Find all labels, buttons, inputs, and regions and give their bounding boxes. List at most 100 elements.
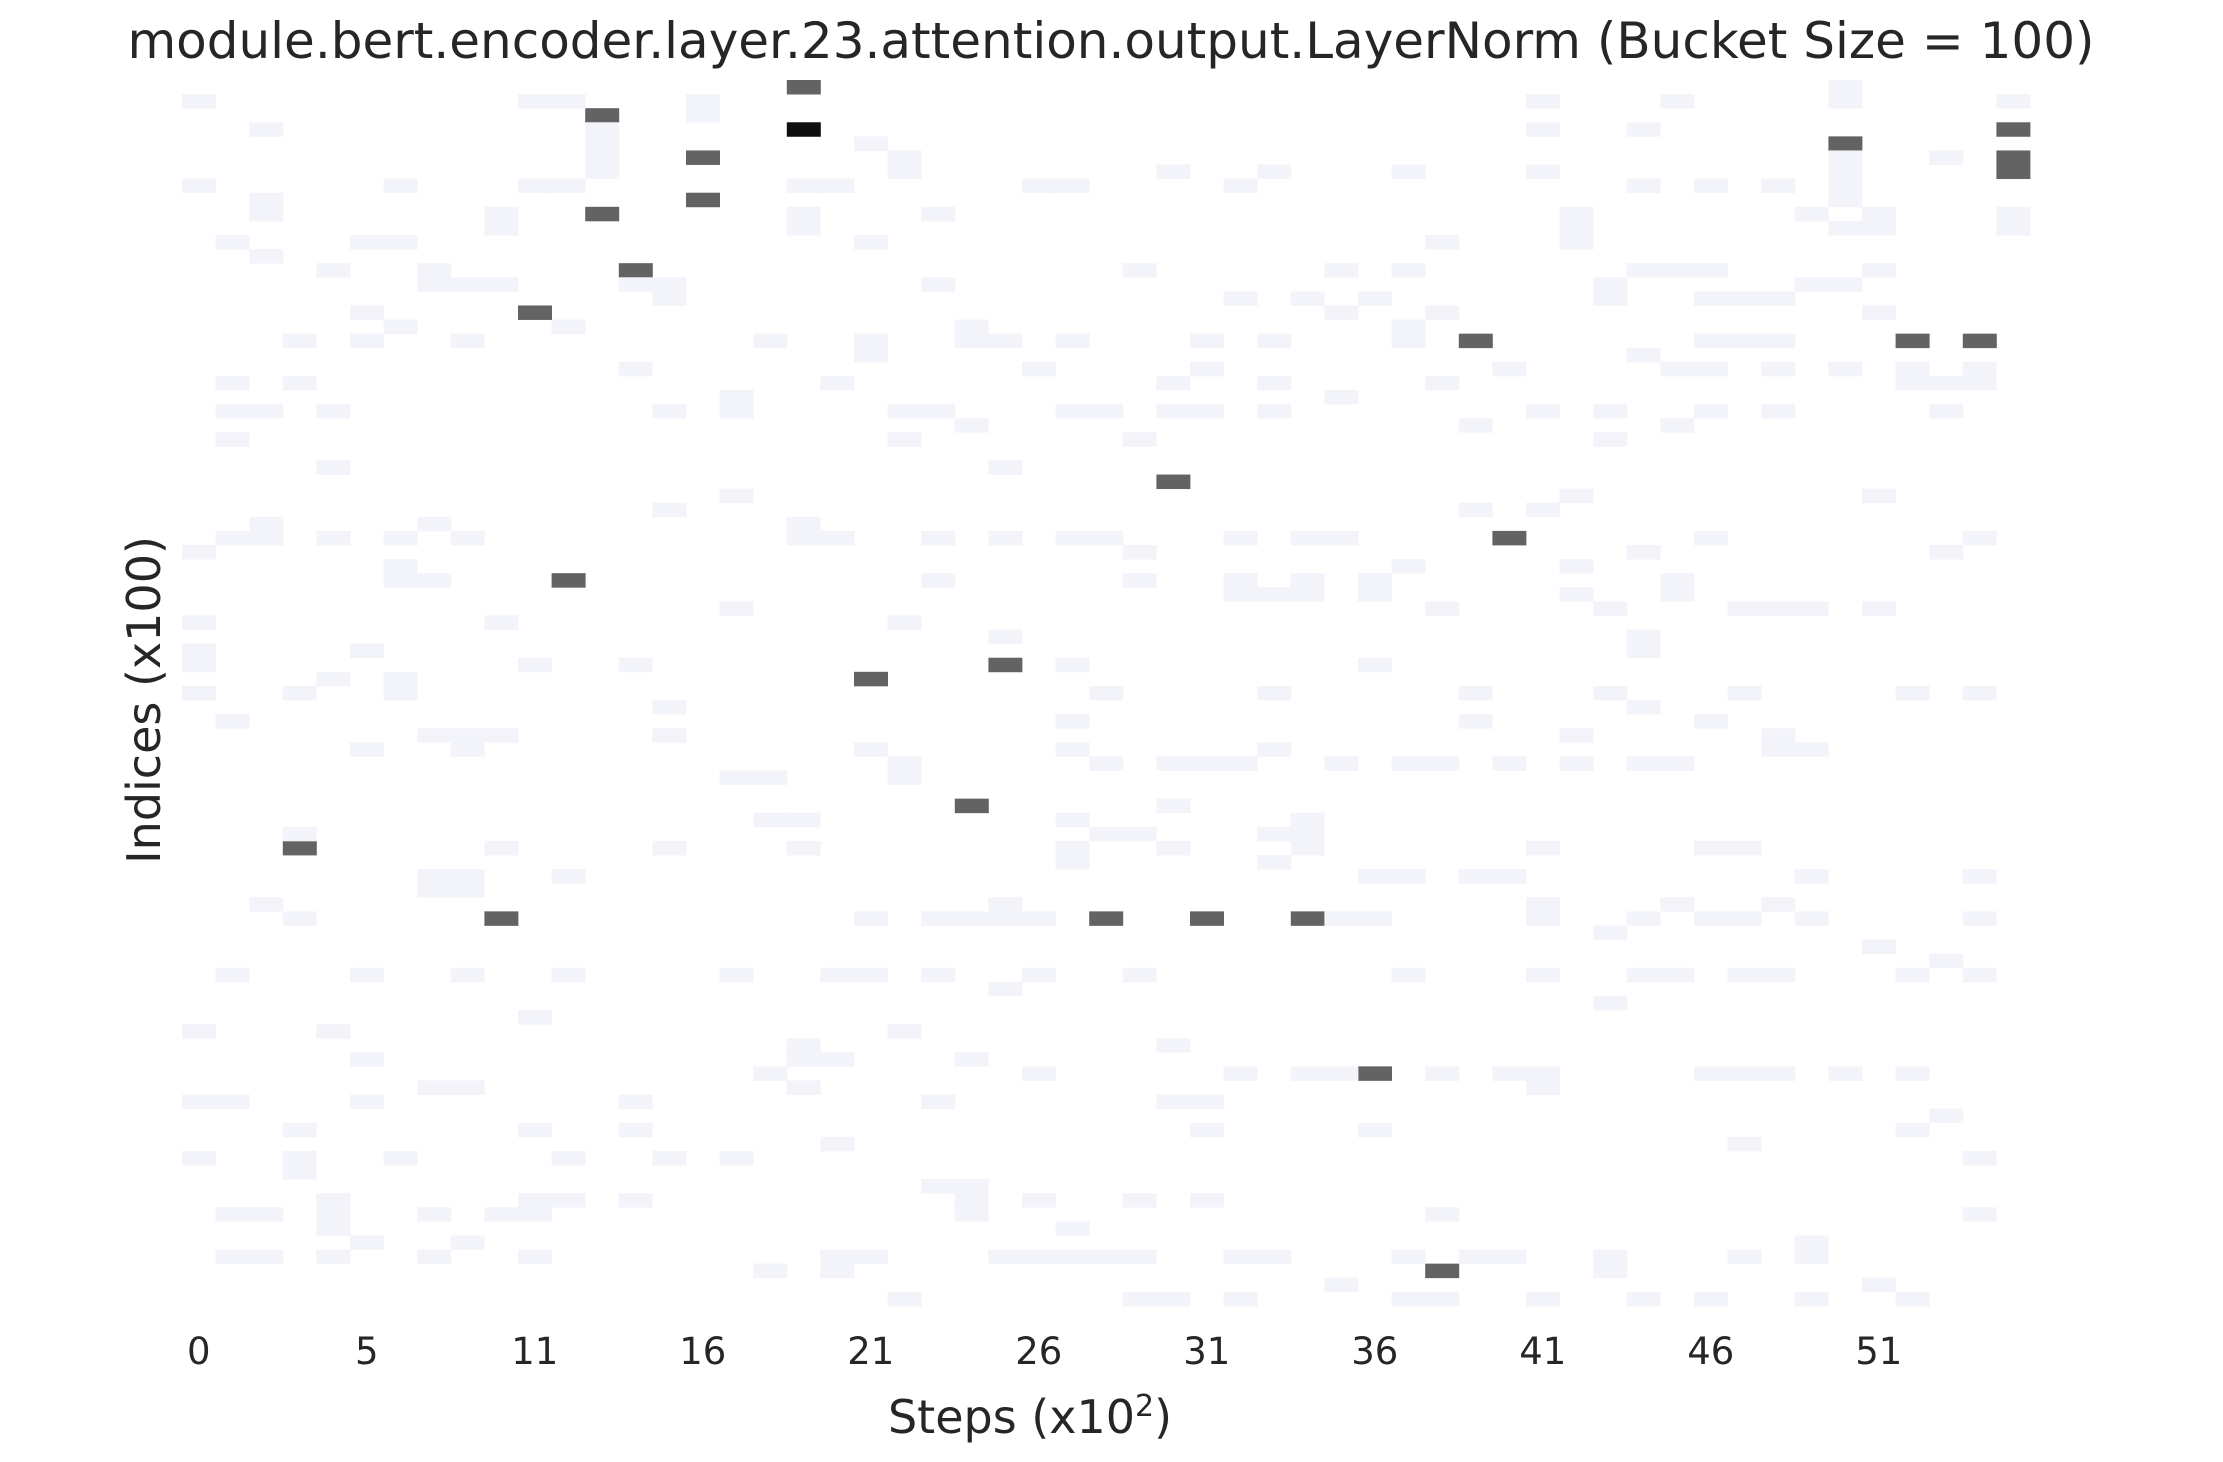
heatmap-cell-low [215, 1094, 250, 1110]
heatmap-cell-low [854, 235, 888, 250]
heatmap-cell-low [1996, 206, 2031, 222]
heatmap-cell-low [215, 235, 250, 250]
heatmap-cell-low [854, 911, 888, 926]
heatmap-cell-low [1290, 291, 1325, 306]
heatmap-cell-low [1794, 911, 1829, 926]
heatmap-cell-low [1122, 826, 1157, 842]
heatmap-cell-low [1593, 1249, 1628, 1265]
heatmap-cell-low [1358, 1122, 1392, 1138]
heatmap-cell-low [988, 1249, 1023, 1265]
heatmap-cell-low [618, 657, 653, 673]
heatmap-cell-high [1358, 1066, 1392, 1081]
x-tick-label: 21 [847, 1330, 894, 1373]
heatmap-cell-low [1122, 1193, 1157, 1208]
heatmap-cell-low [1761, 601, 1796, 616]
heatmap-cell-low [988, 629, 1023, 645]
heatmap-cell-low [786, 1052, 821, 1067]
heatmap-cell-low [1223, 530, 1258, 546]
heatmap-cell-low [1626, 967, 1661, 983]
heatmap-cell-low [1794, 277, 1829, 292]
heatmap-cell-low [887, 432, 922, 447]
heatmap-cell-high [551, 573, 586, 588]
heatmap-cell-low [1089, 756, 1124, 771]
heatmap-cell-low [1290, 840, 1325, 856]
heatmap-cell-low [786, 178, 821, 194]
heatmap-cell-high [1425, 1263, 1460, 1279]
heatmap-cell-low [282, 685, 317, 701]
heatmap-cell-low [316, 404, 351, 419]
heatmap-cell-low [820, 1249, 855, 1265]
heatmap-cell-low [1526, 1066, 1560, 1081]
heatmap-cell-low [1559, 220, 1594, 236]
heatmap-cell-low [1593, 404, 1628, 419]
heatmap-cell-low [1593, 925, 1628, 940]
heatmap-cell-low [1559, 756, 1594, 771]
heatmap-cell-low [249, 122, 284, 137]
heatmap-cell-low [652, 840, 687, 856]
heatmap-cell-low [854, 1249, 888, 1265]
heatmap-cell-low [753, 770, 788, 785]
heatmap-cell-low [417, 728, 452, 743]
heatmap-cell-low [350, 1052, 384, 1067]
heatmap-cell-low [652, 277, 687, 292]
heatmap-cell-low [1324, 263, 1359, 278]
heatmap-cell-low [316, 1193, 351, 1208]
heatmap-cell-low [282, 375, 317, 391]
heatmap-cell-low [518, 657, 552, 673]
heatmap-cell-low [1962, 1150, 1997, 1166]
heatmap-cell-low [551, 1193, 586, 1208]
heatmap-cell-low [954, 1193, 989, 1208]
heatmap-cell-low [1156, 756, 1191, 771]
heatmap-cell-low [1828, 220, 1863, 236]
heatmap-cell-low [1055, 742, 1090, 757]
heatmap-cell-low [954, 333, 989, 349]
heatmap-cell-low [383, 319, 418, 335]
heatmap-cell-low [417, 277, 452, 292]
heatmap-cell-low [551, 967, 586, 983]
heatmap-cell-low [1391, 967, 1426, 983]
heatmap-cell-low [719, 390, 754, 405]
heatmap-cell-low [1425, 1066, 1460, 1081]
heatmap-cell-low [1794, 742, 1829, 757]
heatmap-cell-high [1895, 333, 1930, 349]
heatmap-cell-low [215, 714, 250, 729]
heatmap-cell-low [484, 1207, 519, 1222]
x-axis-tick-labels: 0 5 11 16 21 26 31 36 41 46 51 [187, 1330, 1902, 1373]
heatmap-cell-low [954, 1052, 989, 1067]
heatmap-cell-low [383, 573, 418, 588]
heatmap-cell-low [1122, 545, 1157, 560]
heatmap-cell-low [1660, 573, 1695, 588]
heatmap-cell-low [1458, 418, 1493, 433]
heatmap-cell-low [1593, 1263, 1628, 1279]
heatmap-cell-low [887, 615, 922, 630]
heatmap-cell-low [1761, 404, 1796, 419]
heatmap-cell-low [954, 418, 989, 433]
heatmap-cell-low [1559, 587, 1594, 602]
heatmap-cell-low [551, 178, 586, 194]
heatmap-cell-low [954, 1179, 989, 1194]
heatmap-cell-low [1022, 1066, 1056, 1081]
heatmap-cell-low [820, 967, 855, 983]
x-tick-label: 16 [679, 1330, 726, 1373]
heatmap-cell-low [854, 347, 888, 363]
heatmap-cell-low [1089, 530, 1124, 546]
heatmap-cell-low [1761, 742, 1796, 757]
x-axis-label-prefix: Steps (x10 [888, 1390, 1135, 1444]
heatmap-cell-low [1862, 488, 1896, 504]
heatmap-cell-low [1055, 855, 1090, 870]
heatmap-cell-low [820, 1136, 855, 1152]
heatmap-cell-low [1089, 404, 1124, 419]
heatmap-cell-high [854, 671, 888, 687]
heatmap-cell-low [1324, 390, 1359, 405]
heatmap-cell-high [618, 263, 653, 278]
heatmap-cell-low [182, 178, 216, 194]
heatmap-cell-low [1929, 1108, 1964, 1124]
heatmap-cell-low [282, 911, 317, 926]
heatmap-cell-high [1190, 911, 1224, 926]
heatmap-cell-low [551, 869, 586, 884]
heatmap-cell-low [484, 728, 519, 743]
heatmap-cell-low [719, 1150, 754, 1166]
heatmap-cell-low [1626, 911, 1661, 926]
heatmap-cell-low [249, 249, 284, 264]
heatmap-cell-low [954, 1207, 989, 1222]
